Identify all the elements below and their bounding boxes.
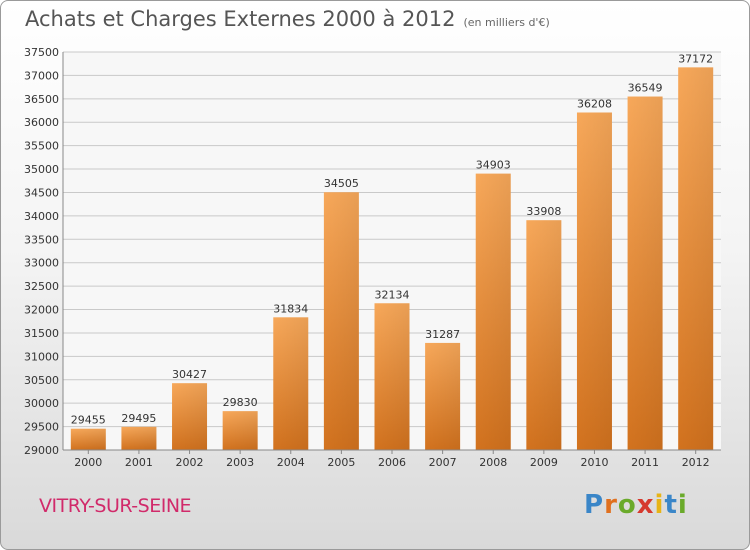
y-tick-label: 29500 [24, 421, 59, 434]
bar-value-label: 34505 [324, 177, 359, 190]
proxiti-logo: Proxiti [584, 490, 688, 520]
y-tick-label: 35500 [24, 140, 59, 153]
bar-value-label: 36549 [628, 82, 663, 95]
bar-shade [425, 342, 461, 450]
bar-shade [121, 426, 157, 450]
y-tick-label: 31500 [24, 327, 59, 340]
y-tick-label: 30500 [24, 374, 59, 387]
bar-value-label: 37172 [678, 52, 713, 65]
chart-unit: (en milliers d'€) [463, 16, 550, 29]
bar-shade [678, 67, 714, 450]
bar-shade [70, 428, 106, 450]
bar-value-label: 36208 [577, 97, 612, 110]
logo-letter: o [617, 490, 637, 520]
bar-value-label: 34903 [476, 159, 511, 172]
bar-value-label: 30427 [172, 368, 207, 381]
bar-shade [475, 173, 511, 450]
logo-letter: P [584, 490, 605, 520]
y-tick-label: 36000 [24, 116, 59, 129]
y-tick-label: 32500 [24, 280, 59, 293]
bar-shade [172, 383, 208, 450]
y-tick-label: 37500 [24, 46, 59, 59]
chart-title: Achats et Charges Externes 2000 à 2012 (e… [25, 7, 550, 31]
x-tick-label: 2008 [479, 456, 507, 469]
y-tick-label: 37000 [24, 69, 59, 82]
logo-letter: i [654, 490, 665, 520]
bar-value-label: 29830 [223, 396, 258, 409]
bar-value-label: 33908 [526, 205, 561, 218]
bar-value-label: 31287 [425, 328, 460, 341]
bar-shade [627, 96, 663, 450]
x-tick-label: 2010 [580, 456, 608, 469]
logo-letter: i [677, 490, 688, 520]
logo-letter: x [636, 490, 655, 520]
bar-shade [222, 411, 258, 450]
x-tick-label: 2012 [682, 456, 710, 469]
x-tick-label: 2005 [327, 456, 355, 469]
x-tick-label: 2000 [74, 456, 102, 469]
bar-shade [526, 220, 562, 450]
y-tick-label: 34500 [24, 186, 59, 199]
y-tick-label: 30000 [24, 397, 59, 410]
bar-value-label: 29495 [121, 412, 156, 425]
y-tick-label: 33500 [24, 233, 59, 246]
y-tick-label: 31000 [24, 350, 59, 363]
x-tick-label: 2006 [378, 456, 406, 469]
x-tick-label: 2011 [631, 456, 659, 469]
y-tick-label: 34000 [24, 210, 59, 223]
x-tick-label: 2003 [226, 456, 254, 469]
chart-title-text: Achats et Charges Externes 2000 à 2012 [25, 7, 456, 31]
y-tick-label: 32000 [24, 304, 59, 317]
y-tick-label: 36500 [24, 93, 59, 106]
bar-shade [323, 192, 359, 451]
logo-letter: t [664, 490, 678, 520]
y-tick-label: 33000 [24, 257, 59, 270]
x-tick-label: 2007 [429, 456, 457, 469]
x-tick-label: 2001 [125, 456, 153, 469]
bar-value-label: 32134 [375, 288, 410, 301]
bar-shade [273, 317, 309, 450]
x-tick-label: 2009 [530, 456, 558, 469]
bar-value-label: 31834 [273, 302, 308, 315]
x-tick-label: 2004 [277, 456, 305, 469]
x-tick-label: 2002 [176, 456, 204, 469]
bar-shade [576, 112, 612, 450]
y-tick-label: 35000 [24, 163, 59, 176]
bar-value-label: 29455 [71, 414, 106, 427]
bar-shade [374, 303, 410, 450]
y-tick-label: 29000 [24, 444, 59, 457]
logo-letter: r [604, 490, 618, 520]
city-name: VITRY-SUR-SEINE [39, 495, 192, 517]
